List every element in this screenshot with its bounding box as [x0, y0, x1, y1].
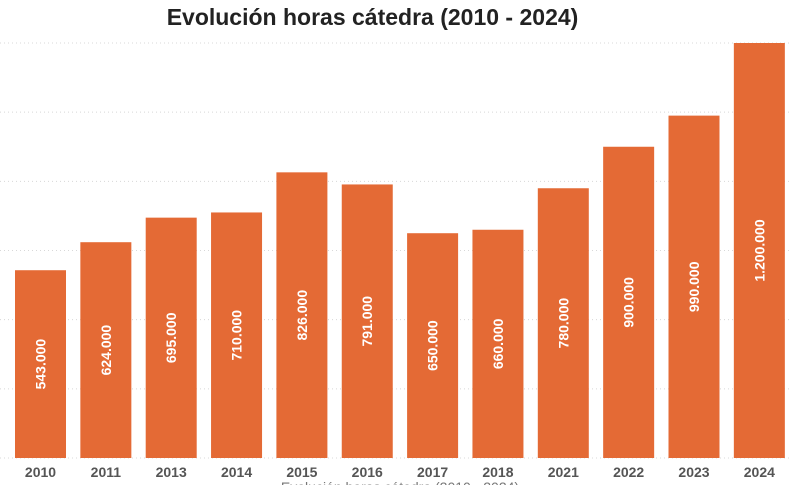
x-tick-label: 2015 — [286, 464, 317, 480]
bar — [603, 146, 655, 458]
bar — [668, 115, 720, 458]
x-tick-label: 2021 — [548, 464, 579, 480]
data-label: 660.000 — [490, 318, 506, 369]
data-label: 695.000 — [163, 312, 179, 363]
bar — [341, 184, 393, 458]
data-label: 826.000 — [294, 290, 310, 341]
x-tick-label: 2023 — [678, 464, 709, 480]
x-tick-label: 2013 — [156, 464, 187, 480]
x-tick-label: 2010 — [25, 464, 56, 480]
data-label: 1.200.000 — [751, 219, 767, 281]
chart-title: Evolución horas cátedra (2010 - 2024) — [166, 4, 579, 30]
x-tick-label: 2011 — [91, 464, 122, 480]
bar — [407, 233, 459, 458]
bar — [733, 43, 785, 458]
data-label: 710.000 — [229, 310, 245, 361]
x-axis-title: Evolución horas cátedra (2010 - 2024) — [281, 479, 519, 485]
data-label: 791.000 — [359, 296, 375, 347]
x-tick-label: 2024 — [744, 464, 775, 480]
x-tick-label: 2018 — [482, 464, 513, 480]
bar — [472, 229, 524, 458]
x-tick-label: 2016 — [352, 464, 383, 480]
data-label: 900.000 — [621, 277, 637, 328]
bar — [276, 172, 328, 458]
bar — [15, 270, 66, 458]
data-label: 624.000 — [98, 325, 114, 376]
x-tick-label: 2022 — [613, 464, 644, 480]
data-label: 990.000 — [686, 261, 702, 312]
data-label: 780.000 — [555, 298, 571, 349]
data-label: 543.000 — [33, 339, 49, 390]
data-label: 650.000 — [425, 320, 441, 371]
bar — [80, 242, 132, 458]
bar — [537, 188, 589, 458]
bar — [211, 212, 263, 458]
x-tick-label: 2017 — [417, 464, 448, 480]
bar — [145, 217, 197, 458]
x-tick-label: 2014 — [221, 464, 252, 480]
